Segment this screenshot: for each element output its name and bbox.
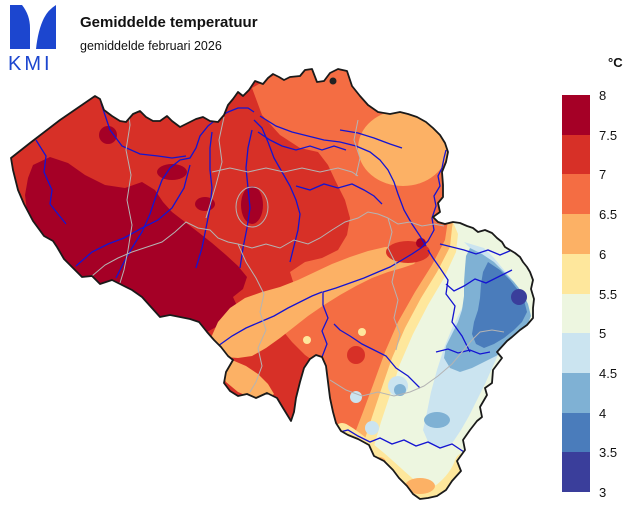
- river-albert-canal: [259, 115, 427, 247]
- river-sambre: [217, 291, 323, 347]
- river-leie: [75, 164, 191, 267]
- colorbar-tick-label: 5.5: [599, 286, 618, 302]
- colorbar-tick-label: 7: [599, 167, 607, 183]
- region-fill-3-3.5-signal-de-botrange: [511, 289, 527, 305]
- province-line-west-east-flanders: [119, 96, 133, 284]
- colorbar-tick-label: 6: [599, 246, 607, 262]
- kmi-logo-mark: [10, 5, 56, 49]
- region-fill-4-4.5-pocket: [424, 412, 450, 428]
- river-dender: [195, 131, 213, 269]
- rivers: [35, 102, 525, 453]
- colorbar-tick-label: 6.5: [599, 207, 618, 223]
- region-fill-4.5-5-pocket: [350, 391, 362, 403]
- colorbar-unit-label: °C: [608, 55, 623, 70]
- river-kempen-canal: [339, 129, 403, 149]
- region-fill-6-6.5-gaume: [355, 445, 369, 459]
- country-outline: [10, 68, 535, 500]
- colorbar-tick-label: 5: [599, 326, 607, 342]
- region-fill-6-6.5-south-hainaut: [218, 360, 274, 400]
- river-nete: [257, 131, 347, 151]
- region-fill-5.5-6-dot: [303, 336, 311, 344]
- river-demer: [295, 183, 383, 205]
- region-fill-4-4.5-pocket: [394, 384, 406, 396]
- river-semois: [339, 429, 465, 453]
- region-fill-6-6.5-ne-limburg: [358, 110, 448, 186]
- map-title: Gemiddelde temperatuur: [80, 14, 258, 31]
- colorbar-band-5.5–6: [562, 253, 590, 294]
- colorbar-tick-label: 8: [599, 88, 607, 103]
- colorbar-band-7–7.5: [562, 134, 590, 175]
- river-bruges-canal: [100, 102, 187, 159]
- river-ambleve: [445, 269, 513, 292]
- colorbar-band-5–5.5: [562, 293, 590, 334]
- province-line-antwerp-limburg: [353, 119, 361, 177]
- region-fill-7.5-8-brussels: [241, 186, 263, 224]
- colorbar-band-4.5–5: [562, 333, 590, 373]
- province-line-antwerp-brabant: [211, 167, 359, 177]
- province-line-limburg-liege: [387, 217, 445, 227]
- province-line-hainaut-namur: [237, 243, 267, 393]
- river-scheldt: [115, 107, 255, 279]
- colorbar: [562, 95, 590, 493]
- province-line-brussels-ring: [235, 186, 269, 228]
- region-fill-6-6.5-south-tip: [405, 478, 435, 494]
- river-sure: [435, 348, 491, 355]
- region-fill-4.5-5-pocket: [365, 421, 379, 435]
- river-lesse: [333, 323, 421, 389]
- colorbar-band-7.5–8: [562, 95, 590, 135]
- region-fill-7.5-8-bruges: [99, 126, 117, 144]
- region-fill-7-7.5-famenne: [347, 346, 365, 364]
- river-zenne: [239, 129, 253, 269]
- province-line-brabant-wallonia: [237, 211, 389, 249]
- baarle-hertog-exclave: [329, 77, 337, 85]
- province-boundaries: [91, 96, 505, 397]
- colorbar-band-6.5–7: [562, 174, 590, 215]
- colorbar-tick-label: 7.5: [599, 127, 618, 143]
- province-line-eastflanders-antwerp: [205, 116, 225, 219]
- colorbar-tick-label: 4.5: [599, 365, 618, 381]
- province-line-flanders-hainaut: [91, 221, 239, 277]
- river-meuse: [321, 149, 447, 358]
- logo-left-shape: [10, 5, 30, 49]
- colorbar-band-3–3.5: [562, 452, 590, 493]
- logo-right-shape: [36, 5, 56, 49]
- province-line-namur-liege: [387, 217, 401, 351]
- kmi-logo: KMI: [8, 4, 68, 76]
- colorbar-band-6–6.5: [562, 214, 590, 254]
- kmi-logo-text: KMI: [8, 53, 53, 75]
- temperature-fill-layers: [11, 69, 534, 499]
- colorbar-tick-label: 3.5: [599, 445, 618, 461]
- river-yser: [35, 139, 67, 225]
- colorbar-band-3.5–4: [562, 412, 590, 453]
- colorbar-tick-label: 3: [599, 485, 607, 500]
- colorbar-tick-label: 4: [599, 405, 607, 421]
- colorbar-band-4–4.5: [562, 372, 590, 413]
- river-ourthe: [427, 249, 471, 353]
- map-subtitle: gemiddelde februari 2026: [80, 39, 222, 53]
- region-fill-5.5-6-dot: [358, 328, 366, 336]
- province-line-luxembourg-north: [329, 329, 505, 397]
- region-fill-6-6.5-hesbaye: [210, 246, 420, 358]
